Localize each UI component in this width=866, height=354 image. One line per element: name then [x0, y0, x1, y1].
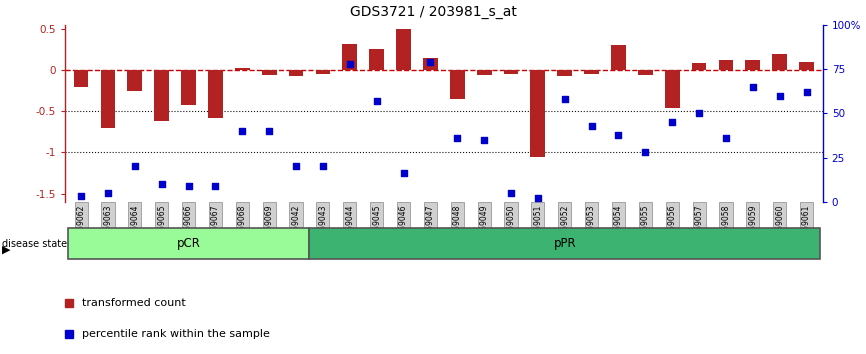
Point [128, 164, 142, 169]
Point [423, 59, 437, 65]
Point [289, 164, 303, 169]
Point [665, 119, 679, 125]
Bar [692, 63, 707, 70]
Point [397, 171, 410, 176]
Point [611, 132, 625, 137]
Bar [719, 60, 734, 70]
Bar [665, 70, 680, 108]
Bar [531, 70, 546, 156]
Bar [799, 62, 814, 70]
Point [370, 98, 384, 104]
Text: pPR: pPR [553, 237, 576, 250]
Bar [262, 70, 276, 75]
Point [692, 110, 706, 116]
Point [182, 183, 196, 189]
Bar [154, 70, 169, 121]
Bar [288, 70, 303, 76]
Bar [477, 70, 492, 75]
Point [236, 128, 249, 134]
Point [504, 190, 518, 196]
Text: disease state: disease state [2, 239, 67, 249]
Bar [558, 70, 572, 76]
Bar [423, 58, 438, 70]
Bar [315, 70, 330, 74]
Text: GDS3721 / 203981_s_at: GDS3721 / 203981_s_at [350, 5, 516, 19]
Point [638, 149, 652, 155]
Point [477, 137, 491, 143]
Bar [235, 68, 249, 70]
Text: pCR: pCR [177, 237, 201, 250]
Bar [772, 53, 787, 70]
Text: ▶: ▶ [2, 245, 10, 255]
Bar [309, 228, 820, 259]
Point [585, 123, 598, 129]
Bar [611, 45, 626, 70]
Bar [74, 70, 88, 86]
Point [450, 135, 464, 141]
Text: transformed count: transformed count [81, 298, 185, 308]
Bar [100, 70, 115, 128]
Point [209, 183, 223, 189]
Text: percentile rank within the sample: percentile rank within the sample [81, 329, 269, 339]
Point [155, 181, 169, 187]
Point [262, 128, 276, 134]
Point [343, 61, 357, 67]
Bar [369, 48, 384, 70]
Bar [181, 70, 196, 105]
Bar [396, 29, 410, 70]
Point [74, 194, 88, 199]
Point [316, 164, 330, 169]
Point [101, 190, 115, 196]
Point [746, 84, 759, 90]
Bar [504, 70, 519, 74]
Bar [746, 60, 760, 70]
Point [799, 89, 813, 95]
Bar [638, 70, 653, 75]
Point [772, 93, 786, 98]
Bar [127, 70, 142, 91]
Point [719, 135, 733, 141]
Point [558, 96, 572, 102]
Bar [342, 44, 357, 70]
Bar [208, 70, 223, 118]
Point [531, 195, 545, 201]
Bar [449, 70, 465, 99]
Bar [585, 70, 599, 74]
Bar [68, 228, 309, 259]
